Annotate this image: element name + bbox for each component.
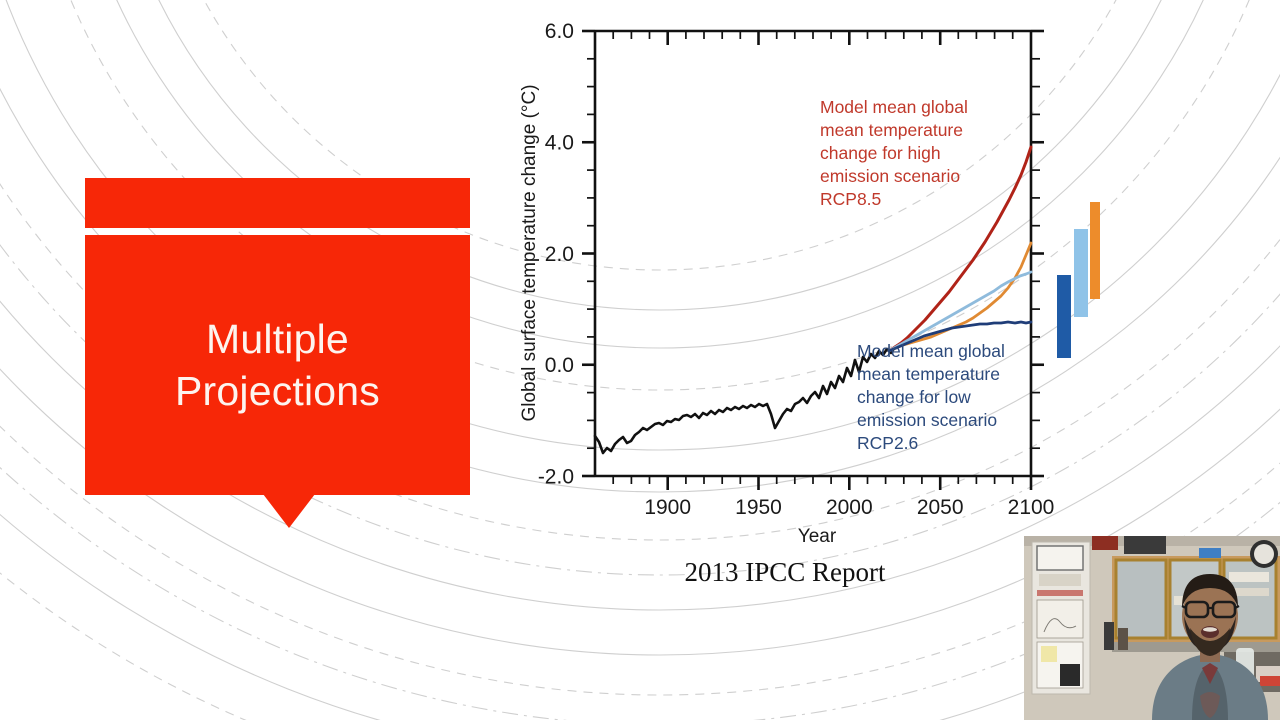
callout-pointer-triangle — [263, 494, 315, 528]
x-tick-label-2100: 2100 — [1008, 496, 1055, 519]
chart-svg: 6.0 4.0 2.0 0.0 -2.0 1900 1950 2000 2050… — [519, 20, 1100, 547]
webcam-frame — [1024, 536, 1280, 720]
range-bar-rcp26 — [1057, 275, 1071, 358]
y-tick-label-6: 6.0 — [545, 20, 574, 43]
y-tick-label-minus2: -2.0 — [538, 465, 574, 488]
series-rcp45 — [887, 270, 1033, 353]
y-axis-title: Global surface temperature change (°C) — [519, 84, 540, 421]
rcp85-annotation-line-2: mean temperature — [820, 120, 963, 140]
rcp26-annotation-line-4: emission scenario — [857, 410, 997, 430]
y-tick-label-4: 4.0 — [545, 132, 574, 155]
y-tick-label-2: 2.0 — [545, 243, 574, 266]
series-rcp85 — [887, 145, 1033, 353]
range-bar-rcp45 — [1074, 229, 1088, 317]
rcp26-annotation-line-3: change for low — [857, 387, 971, 407]
callout-card: Multiple Projections — [85, 178, 470, 528]
range-bars — [1057, 202, 1100, 358]
rcp26-annotation-line-2: mean temperature — [857, 364, 1000, 384]
range-bar-rcp60 — [1090, 202, 1100, 299]
x-tick-label-1950: 1950 — [735, 496, 782, 519]
webcam-video-overlay[interactable] — [1024, 536, 1280, 720]
rcp26-annotation-line-5: RCP2.6 — [857, 433, 918, 453]
rcp85-annotation-line-3: change for high — [820, 143, 941, 163]
x-tick-label-2000: 2000 — [826, 496, 873, 519]
rcp26-annotation-line-1: Model mean global — [857, 341, 1005, 361]
x-tick-label-2050: 2050 — [917, 496, 964, 519]
x-axis-title: Year — [798, 526, 837, 547]
callout-title: Multiple Projections — [174, 315, 381, 414]
x-axis-ticks — [612, 31, 1033, 490]
series-historical — [593, 345, 897, 455]
rcp85-annotation-line-1: Model mean global — [820, 97, 968, 117]
chart-caption: 2013 IPCC Report — [684, 557, 886, 587]
y-tick-label-0: 0.0 — [545, 354, 574, 377]
series-rcp26 — [887, 320, 1033, 353]
y-axis-minor-ticks — [587, 57, 595, 450]
rcp85-annotation: Model mean global mean temperature chang… — [820, 97, 968, 209]
callout-body: Multiple Projections — [85, 235, 470, 495]
ipcc-projection-chart: 6.0 4.0 2.0 0.0 -2.0 1900 1950 2000 2050… — [500, 10, 1100, 610]
right-axis-ticks — [1031, 29, 1044, 478]
x-tick-label-1900: 1900 — [644, 496, 691, 519]
rcp85-annotation-line-5: RCP8.5 — [820, 189, 881, 209]
rcp85-annotation-line-4: emission scenario — [820, 166, 960, 186]
callout-top-bar — [85, 178, 470, 228]
rcp26-annotation: Model mean global mean temperature chang… — [857, 341, 1005, 453]
y-axis-major-ticks — [582, 29, 595, 478]
